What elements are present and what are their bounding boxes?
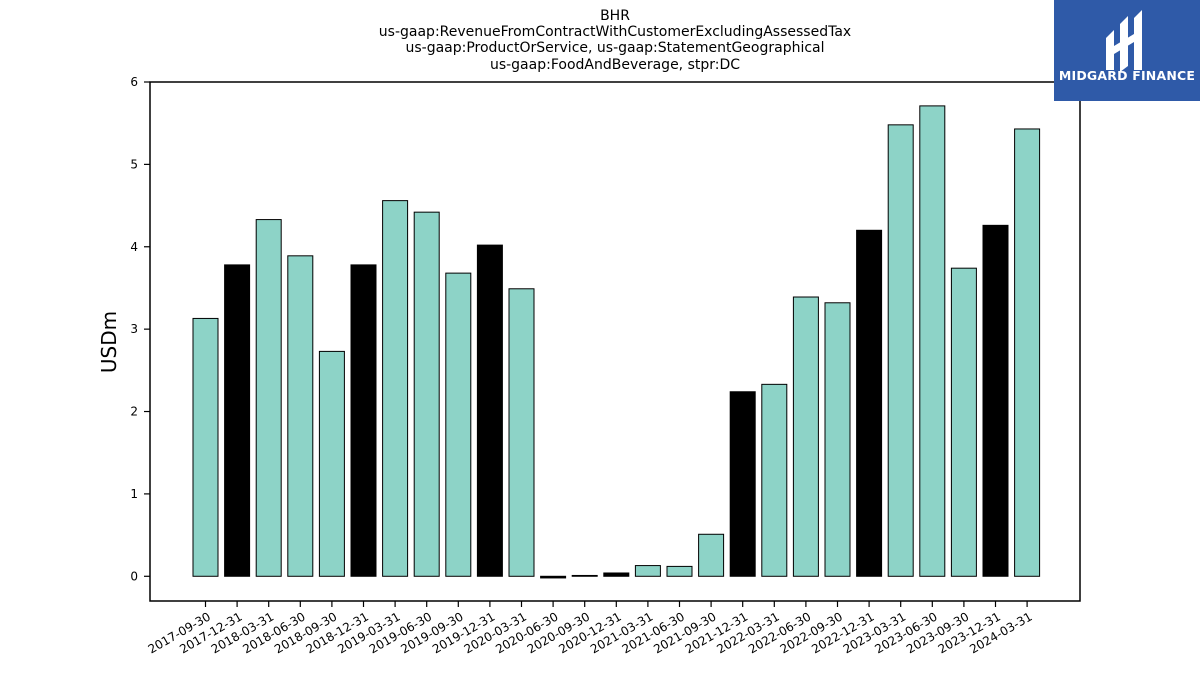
chart-title-line-3: us-gaap:ProductOrService, us-gaap:Statem… <box>405 40 824 56</box>
bar-2020-12-31 <box>603 572 630 577</box>
bar-2022-12-31 <box>856 229 883 577</box>
bar-2020-09-30 <box>571 574 598 577</box>
y-tick-label: 2 <box>130 405 138 419</box>
bar-2017-12-31 <box>224 264 251 577</box>
y-tick-label: 0 <box>130 569 138 583</box>
bar-2022-03-31 <box>761 383 788 577</box>
bar-2021-06-30 <box>666 565 693 577</box>
chart-title: BHR us-gaap:RevenueFromContractWithCusto… <box>379 8 851 73</box>
chart-title-line-2: us-gaap:RevenueFromContractWithCustomerE… <box>379 24 851 40</box>
bar-2019-03-31 <box>382 200 409 577</box>
bar-2023-12-31 <box>982 224 1009 577</box>
bar-2023-09-30 <box>950 267 977 577</box>
bar-2023-03-31 <box>887 124 914 577</box>
bar-2021-12-31 <box>729 391 756 577</box>
y-tick-label: 5 <box>130 157 138 171</box>
bar-2019-09-30 <box>445 272 472 577</box>
logo-text: MIDGARD FINANCE <box>1058 68 1196 83</box>
plot-frame <box>149 81 1081 602</box>
bar-2018-12-31 <box>350 264 377 577</box>
y-tick-label: 4 <box>130 240 138 254</box>
midgard-finance-logo: MIDGARD FINANCE <box>1054 0 1200 101</box>
bar-2020-06-30 <box>540 575 567 579</box>
bar-2021-03-31 <box>634 565 661 577</box>
x-axis-ticks: 2017-09-302017-12-312018-03-312018-06-30… <box>146 601 1035 656</box>
bar-2022-06-30 <box>792 296 819 577</box>
bar-2022-09-30 <box>824 302 851 577</box>
chart-title-line-1: BHR <box>600 8 630 24</box>
y-tick-label: 6 <box>130 75 138 89</box>
bar-2019-06-30 <box>413 211 440 577</box>
bar-2021-09-30 <box>698 533 725 577</box>
bar-2023-06-30 <box>919 105 946 577</box>
chart-title-line-4: us-gaap:FoodAndBeverage, stpr:DC <box>490 57 740 73</box>
bar-2019-12-31 <box>476 244 503 577</box>
bar-2018-06-30 <box>287 255 314 577</box>
bar-2018-09-30 <box>318 350 345 577</box>
y-tick-label: 1 <box>130 487 138 501</box>
bar-2017-09-30 <box>192 317 219 577</box>
bar-2018-03-31 <box>255 219 282 577</box>
bar-2020-03-31 <box>508 288 535 577</box>
y-tick-label: 3 <box>130 322 138 336</box>
bars-group <box>192 105 1041 579</box>
bar-2024-03-31 <box>1014 128 1041 577</box>
midgard-logo-icon <box>1106 10 1142 72</box>
y-axis-ticks: 0 1 2 3 4 5 6 <box>130 75 150 583</box>
y-axis-label: USDm <box>97 311 121 373</box>
